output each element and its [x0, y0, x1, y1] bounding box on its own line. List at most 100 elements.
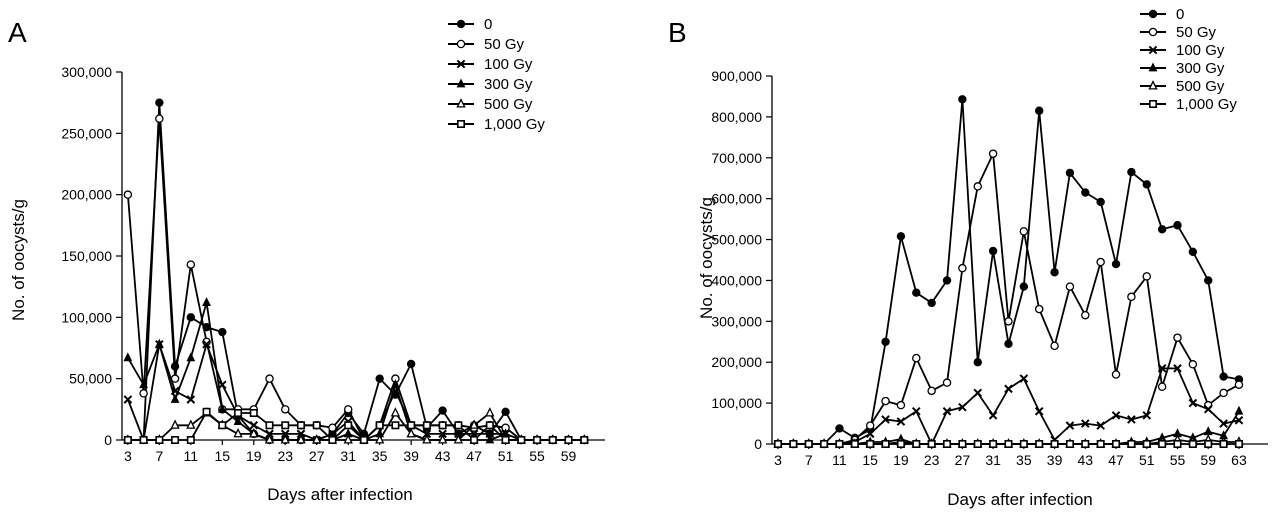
x-tick-label-b: 3	[774, 452, 782, 468]
data-point-b-100-gy	[1234, 415, 1244, 425]
data-point-a-1-000-gy	[485, 421, 494, 430]
data-point-b-1-000-gy	[989, 439, 998, 448]
data-point-b-50-gy	[1081, 310, 1090, 320]
data-point-a-100-gy	[454, 429, 463, 439]
x-tick-label-b: 43	[1078, 452, 1094, 468]
x-tick-label-a: 23	[277, 448, 293, 464]
data-point-a-100-gy	[249, 420, 259, 430]
data-point-a-1-000-gy	[234, 409, 243, 418]
data-point-a-1-000-gy	[218, 421, 227, 430]
y-tick-label-a: 100,000	[61, 309, 112, 325]
y-tick-label-b: 500,000	[711, 232, 762, 248]
data-point-a-500-gy	[249, 428, 259, 438]
data-point-b-50-gy	[1234, 380, 1244, 389]
x-tick-label-b: 35	[1016, 452, 1032, 468]
data-point-b-0	[1035, 106, 1044, 115]
legend-marker-a-300-gy	[456, 78, 466, 88]
x-axis-title-a: Days after infection	[267, 485, 413, 504]
data-point-a-500-gy	[186, 419, 196, 429]
data-point-b-50-gy	[1127, 292, 1136, 302]
data-point-a-1-000-gy	[548, 435, 557, 444]
data-point-b-0	[958, 95, 967, 104]
data-point-a-500-gy	[406, 428, 416, 438]
x-tick-label-b: 63	[1231, 452, 1247, 468]
data-point-a-50-gy	[280, 405, 290, 414]
legend-label-a-0: 0	[484, 16, 492, 33]
data-point-a-1-000-gy	[375, 421, 384, 430]
data-point-b-0	[1004, 339, 1013, 349]
x-tick-label-a: 47	[466, 448, 482, 464]
data-point-b-1-000-gy	[1004, 439, 1013, 448]
data-point-b-50-gy	[942, 378, 952, 387]
data-point-b-100-gy	[1004, 384, 1013, 394]
data-point-a-1-000-gy	[328, 435, 337, 444]
y-tick-label-a: 250,000	[61, 125, 112, 141]
data-point-b-1-000-gy	[896, 439, 905, 448]
data-point-a-500-gy	[485, 407, 495, 417]
data-point-b-1-000-gy	[1219, 439, 1228, 448]
x-tick-label-b: 7	[805, 452, 813, 468]
data-point-b-0	[1173, 221, 1182, 230]
data-point-b-1-000-gy	[1019, 439, 1028, 448]
data-point-a-500-gy	[233, 428, 243, 438]
data-point-b-1-000-gy	[820, 439, 829, 448]
data-point-a-100-gy	[123, 395, 133, 404]
data-point-a-50-gy	[123, 190, 133, 199]
data-point-b-1-000-gy	[943, 439, 952, 448]
data-point-a-300-gy	[139, 379, 149, 389]
data-point-a-50-gy	[186, 260, 196, 269]
data-point-b-1-000-gy	[773, 439, 782, 448]
data-point-b-50-gy	[1004, 317, 1013, 326]
legend-marker-a-500-gy	[456, 98, 466, 108]
series-line-b-50-gy	[778, 152, 1240, 445]
data-point-b-0	[881, 337, 890, 346]
legend-marker-b-50-gy	[1148, 27, 1158, 37]
y-tick-label-b: 100,000	[711, 395, 762, 411]
x-tick-label-a: 43	[435, 448, 451, 464]
legend-label-a-300-gy: 300 Gy	[484, 76, 533, 93]
data-point-b-0	[1157, 225, 1167, 234]
legend-marker-b-500-gy	[1148, 80, 1158, 90]
data-point-a-300-gy	[485, 434, 495, 444]
data-point-b-0	[1096, 197, 1105, 207]
data-point-a-500-gy	[280, 434, 290, 444]
data-point-b-1-000-gy	[789, 439, 798, 448]
data-point-b-100-gy	[1142, 411, 1152, 420]
data-point-b-1-000-gy	[927, 439, 936, 448]
legend-marker-b-0	[1148, 9, 1158, 19]
data-point-b-1-000-gy	[850, 439, 859, 448]
x-tick-label-b: 31	[985, 452, 1001, 468]
data-point-a-0	[438, 406, 447, 415]
data-point-b-100-gy	[896, 417, 906, 426]
data-point-a-100-gy	[202, 340, 211, 349]
data-point-b-1-000-gy	[1188, 439, 1197, 448]
data-point-a-50-gy	[343, 405, 353, 414]
data-point-b-0	[1019, 282, 1029, 291]
panel-a: A No. of oocysts/g Days after infection …	[8, 16, 605, 504]
y-tick-label-b: 600,000	[711, 191, 762, 207]
x-tick-label-a: 15	[215, 448, 231, 464]
series-line-a-50-gy	[127, 117, 585, 441]
data-point-a-50-gy	[265, 374, 274, 383]
x-tick-label-b: 39	[1047, 452, 1063, 468]
y-tick-label-a: 50,000	[69, 371, 112, 387]
y-tick-label-b: 900,000	[711, 68, 762, 84]
data-point-a-1-000-gy	[438, 421, 447, 430]
y-tick-label-b: 200,000	[711, 354, 762, 370]
data-point-b-0	[896, 232, 906, 241]
data-point-a-300-gy	[154, 338, 164, 348]
data-point-a-1-000-gy	[265, 421, 274, 430]
data-point-b-100-gy	[1111, 411, 1121, 420]
x-tick-label-a: 3	[124, 448, 132, 464]
y-tick-label-a: 0	[104, 432, 112, 448]
data-point-b-50-gy	[1034, 304, 1044, 314]
x-tick-label-b: 23	[924, 452, 940, 468]
data-point-a-500-gy	[375, 434, 385, 444]
x-tick-label-b: 47	[1108, 452, 1124, 468]
data-point-a-50-gy	[328, 423, 337, 432]
data-point-a-300-gy	[170, 393, 180, 403]
data-point-a-300-gy	[202, 297, 211, 306]
data-point-b-50-gy	[896, 400, 906, 410]
data-point-b-1-000-gy	[1234, 439, 1243, 448]
